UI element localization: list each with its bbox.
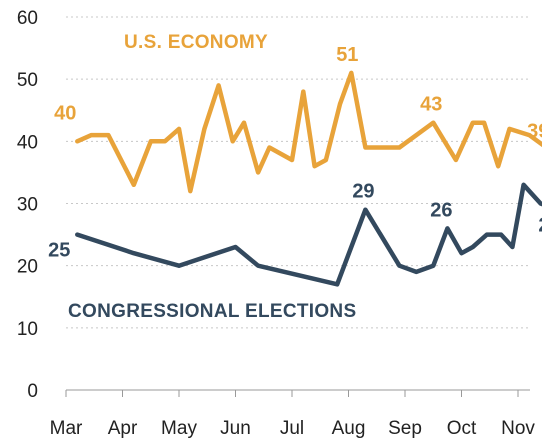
y-tick-label: 40 bbox=[17, 132, 38, 153]
data-label: 26 bbox=[430, 199, 452, 221]
data-label: 51 bbox=[336, 44, 358, 66]
x-axis: Mar Apr May Jun Jul Aug Sep Oct Nov bbox=[50, 390, 535, 439]
data-label: 39 bbox=[527, 121, 542, 143]
y-tick-label: 30 bbox=[17, 195, 38, 216]
grid bbox=[66, 16, 530, 391]
series-line bbox=[75, 182, 542, 287]
series-names: U.S. ECONOMY CONGRESSIONAL ELECTIONS bbox=[68, 32, 356, 322]
x-tick-label: Aug bbox=[332, 418, 366, 439]
series-name-elections: CONGRESSIONAL ELECTIONS bbox=[68, 301, 356, 322]
x-tick-label: Apr bbox=[108, 418, 138, 439]
data-label: 43 bbox=[420, 94, 442, 116]
y-tick-label: 50 bbox=[17, 70, 38, 91]
y-tick-label: 20 bbox=[17, 257, 38, 278]
data-labels: 40 51 43 39 25 29 26 29 bbox=[48, 44, 542, 262]
data-label: 25 bbox=[48, 240, 70, 262]
y-tick-label: 60 bbox=[17, 8, 38, 29]
x-tick-label: Jun bbox=[220, 418, 251, 439]
x-tick-label: Oct bbox=[447, 418, 477, 439]
x-tick-label: Nov bbox=[501, 418, 535, 439]
x-tick-label: Sep bbox=[388, 418, 422, 439]
x-tick-label: Jul bbox=[280, 418, 304, 439]
series-line bbox=[75, 70, 542, 194]
x-tick-label: Mar bbox=[50, 418, 83, 439]
data-label: 29 bbox=[538, 215, 542, 237]
x-tick-label: May bbox=[161, 418, 197, 439]
data-label: 29 bbox=[352, 181, 374, 203]
series-name-economy: U.S. ECONOMY bbox=[124, 32, 268, 53]
y-axis: 0 10 20 30 40 50 60 bbox=[17, 8, 38, 402]
y-tick-label: 10 bbox=[17, 319, 38, 340]
y-tick-label: 0 bbox=[27, 381, 38, 402]
series-layer bbox=[75, 70, 542, 287]
data-label: 40 bbox=[54, 102, 76, 124]
